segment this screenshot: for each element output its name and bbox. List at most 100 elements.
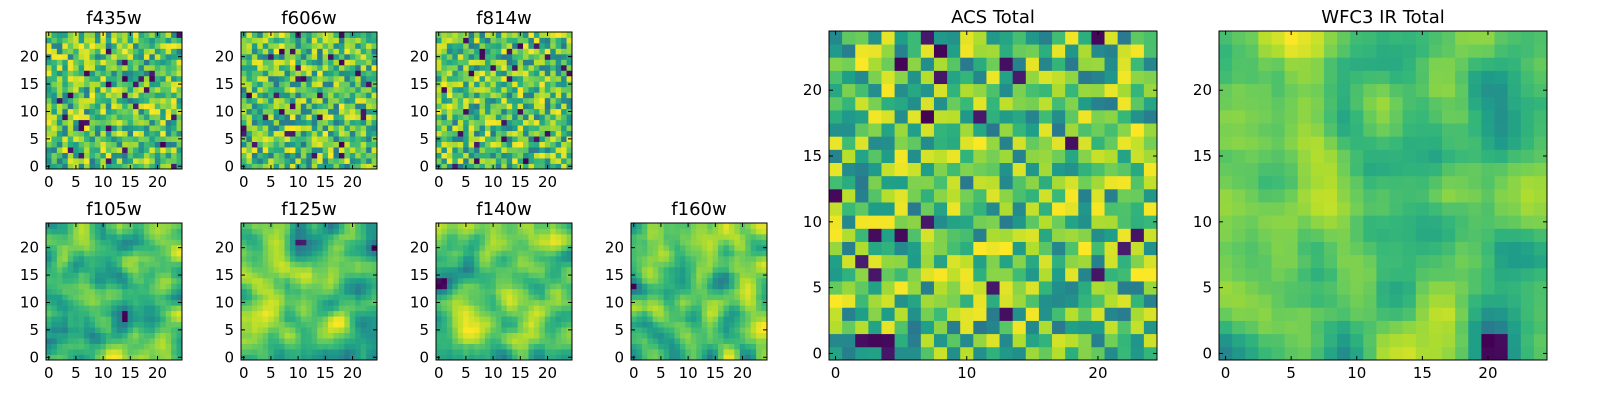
heatmap-cell xyxy=(344,277,351,284)
heatmap-cell xyxy=(328,32,334,38)
heatmap-cell xyxy=(154,48,161,55)
y-tick-label: 10 xyxy=(20,293,39,311)
heatmap-cell xyxy=(171,152,177,159)
heatmap-cell xyxy=(355,294,362,301)
heatmap-cell xyxy=(663,349,670,355)
heatmap-cell xyxy=(127,108,134,115)
heatmap-cell xyxy=(523,233,529,240)
heatmap-cell xyxy=(138,86,145,93)
heatmap-cell xyxy=(652,338,659,344)
heatmap-cell xyxy=(100,299,107,306)
heatmap-cell xyxy=(78,272,85,279)
heatmap-cell xyxy=(457,354,464,361)
heatmap-cell xyxy=(728,332,735,339)
heatmap-cell xyxy=(84,64,90,71)
heatmap-cell xyxy=(528,338,535,344)
heatmap-cell xyxy=(78,310,85,317)
heatmap-cell xyxy=(111,64,118,71)
heatmap-cell xyxy=(468,114,475,121)
heatmap-cell xyxy=(452,244,459,251)
heatmap-cell xyxy=(523,119,529,126)
heatmap-cell xyxy=(149,327,156,333)
heatmap-cell xyxy=(105,48,112,55)
heatmap-cell xyxy=(284,130,291,137)
heatmap-cell xyxy=(506,338,513,344)
heatmap-cell xyxy=(84,299,90,306)
heatmap-cell xyxy=(947,228,961,242)
heatmap-cell xyxy=(100,75,107,82)
heatmap-cell xyxy=(133,59,139,66)
heatmap-cell xyxy=(246,332,253,339)
heatmap-cell xyxy=(67,283,74,290)
heatmap-cell xyxy=(165,158,172,164)
heatmap-cell xyxy=(176,310,183,317)
heatmap-cell xyxy=(127,332,134,339)
heatmap-cell xyxy=(246,272,253,279)
heatmap-cell xyxy=(171,37,177,44)
heatmap-cell xyxy=(295,53,302,60)
heatmap-cell xyxy=(246,59,253,66)
heatmap-cell xyxy=(268,70,275,77)
heatmap-cell xyxy=(517,108,524,115)
heatmap-cell xyxy=(441,288,448,295)
heatmap-cell xyxy=(452,152,459,159)
heatmap-cell xyxy=(756,354,762,361)
heatmap-cell xyxy=(127,272,134,279)
heatmap-cell xyxy=(550,86,557,93)
heatmap-cell xyxy=(1038,281,1053,295)
heatmap-cell xyxy=(160,244,167,251)
heatmap-cell xyxy=(658,261,665,268)
heatmap-cell xyxy=(344,343,351,350)
heatmap-cell xyxy=(512,136,518,142)
heatmap-cell xyxy=(446,147,453,153)
heatmap-cell xyxy=(894,307,909,321)
heatmap-cell xyxy=(344,141,351,148)
heatmap-cell xyxy=(149,136,156,142)
heatmap-cell xyxy=(468,42,475,49)
heatmap-cell xyxy=(138,64,145,71)
heatmap-cell xyxy=(881,228,895,242)
heatmap-cell xyxy=(333,92,340,99)
heatmap-cell xyxy=(658,233,665,240)
heatmap-cell xyxy=(46,130,52,137)
heatmap-cell xyxy=(251,70,258,77)
heatmap-cell xyxy=(544,261,551,268)
heatmap-cell xyxy=(501,283,508,290)
heatmap-cell xyxy=(73,332,80,339)
heatmap-cell xyxy=(550,349,557,355)
heatmap-cell xyxy=(523,321,529,328)
heatmap-cell xyxy=(506,283,513,290)
heatmap-cell xyxy=(160,75,167,82)
heatmap-cell xyxy=(457,48,464,55)
heatmap-cell xyxy=(501,130,508,137)
heatmap-cell xyxy=(550,75,557,82)
heatmap-cell xyxy=(463,332,470,339)
heatmap-cell xyxy=(566,228,573,235)
heatmap-cell xyxy=(723,299,730,306)
heatmap-cell xyxy=(479,316,486,323)
heatmap-cell xyxy=(550,327,557,333)
heatmap-cell xyxy=(289,244,296,251)
heatmap-cell xyxy=(690,255,697,262)
heatmap-cell xyxy=(495,75,502,82)
heatmap-cell xyxy=(855,333,869,348)
heatmap-cell xyxy=(241,86,247,93)
heatmap-cell xyxy=(544,239,551,246)
heatmap-cell xyxy=(533,250,540,257)
heatmap-cell xyxy=(452,283,459,290)
heatmap-cell xyxy=(360,158,367,164)
heatmap-cell xyxy=(89,64,96,71)
heatmap-cell xyxy=(138,97,145,104)
heatmap-cell xyxy=(371,233,378,240)
heatmap-cell xyxy=(328,103,334,110)
heatmap-cell xyxy=(300,130,307,137)
heatmap-cell xyxy=(468,327,475,333)
heatmap-cell xyxy=(176,64,183,71)
heatmap-cell xyxy=(1038,202,1053,216)
heatmap-cell xyxy=(555,64,562,71)
heatmap-cell xyxy=(544,108,551,115)
y-tick-label: 5 xyxy=(29,130,39,148)
heatmap-cell xyxy=(84,42,90,49)
heatmap-cell xyxy=(728,283,735,290)
heatmap-cell xyxy=(56,272,63,279)
